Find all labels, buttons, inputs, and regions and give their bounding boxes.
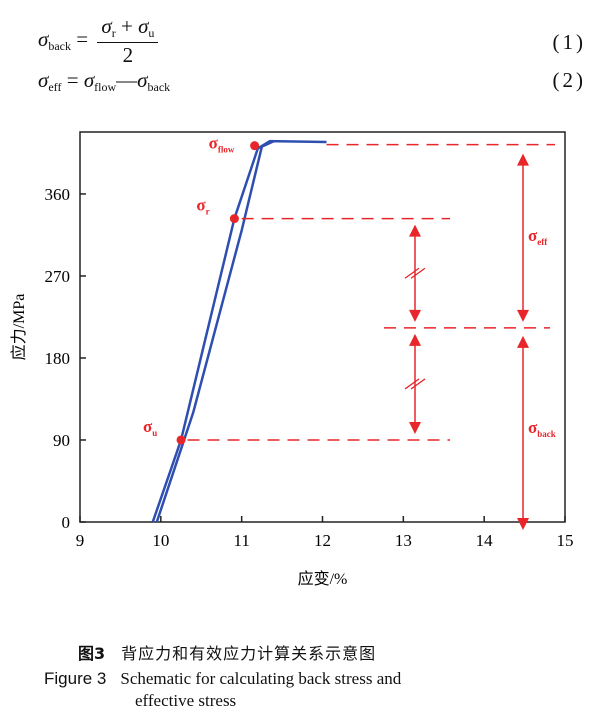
caption-cn: 图3 背应力和有效应力计算关系示意图 (78, 644, 377, 663)
marker-r (229, 214, 239, 224)
equal-mark (404, 267, 420, 279)
arrow-back-head-down (517, 518, 529, 530)
marker-label-u: σu (143, 417, 157, 438)
y-tick-label: 0 (62, 513, 71, 532)
arrow-back-u-head-up (409, 333, 421, 346)
y-tick-label: 270 (45, 267, 71, 286)
equation-2: σeff = σflow—σback (38, 68, 171, 94)
x-axis-label: 应变/% (298, 569, 348, 588)
equal-mark (410, 267, 426, 279)
x-tick-label: 9 (76, 531, 85, 550)
stress-strain-curve (155, 139, 275, 523)
arrow-eff-head-down (517, 309, 529, 322)
arrow-back-head-up (517, 335, 529, 348)
x-tick-label: 14 (476, 531, 494, 550)
y-tick-label: 360 (45, 185, 71, 204)
arrow-back-u-head-down (409, 421, 421, 434)
equation-1: σback = σr + σu 2 (38, 14, 159, 68)
marker-label-r: σr (196, 196, 209, 217)
stress-strain-curve (151, 139, 327, 523)
annotation-back: σback (528, 418, 556, 439)
chart: 9 10 11 12 13 14 15 0 90 180 270 360 应变/% 应力/MPa σflow… (9, 131, 574, 588)
y-tick-label: 90 (53, 431, 70, 450)
equal-mark (404, 378, 420, 390)
equal-mark (410, 378, 426, 390)
arrow-r-back-head-up (409, 224, 421, 237)
x-tick-label: 10 (152, 531, 169, 550)
arrow-eff-head-up (517, 153, 529, 166)
annotation-eff: σeff (528, 226, 548, 247)
x-tick-label: 15 (557, 531, 574, 550)
x-tick-label: 12 (314, 531, 331, 550)
equation-2-number: (2) (552, 68, 586, 92)
marker-label-flow: σflow (209, 134, 235, 155)
y-tick-label: 180 (45, 349, 71, 368)
marker-u (176, 435, 186, 445)
x-tick-label: 11 (233, 531, 249, 550)
arrow-r-back-head-down (409, 309, 421, 322)
plot-frame (79, 131, 566, 523)
y-axis-label: 应力/MPa (9, 294, 28, 361)
marker-flow (250, 141, 260, 151)
x-tick-label: 13 (395, 531, 412, 550)
caption-en: Figure 3 Schematic for calculating back s… (44, 669, 402, 710)
equation-1-number: (1) (552, 30, 586, 54)
